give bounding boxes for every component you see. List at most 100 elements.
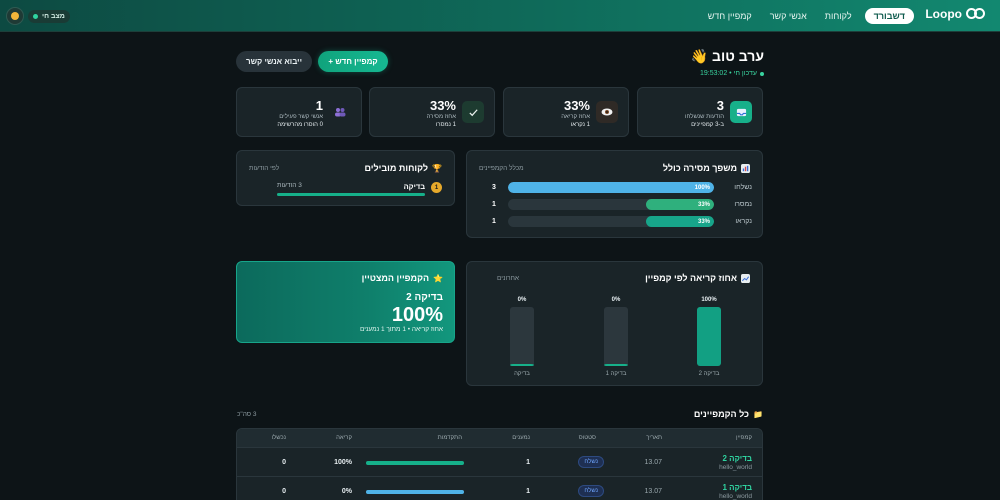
- stat-label: אחוז מסירה: [426, 114, 456, 120]
- campaigns-table: קמפיין תאריך סטטוס נמענים התקדמות קריאה …: [236, 428, 763, 500]
- client-count: 3 הודעות: [277, 182, 302, 189]
- stat-value: 33%: [429, 98, 456, 113]
- campaign-template: hello_world: [719, 493, 752, 500]
- funnel-label: נקראו: [735, 218, 752, 225]
- funnel-row: נמסרו 33% 1: [492, 199, 752, 211]
- table-row[interactable]: בדיקה 1 hello_world 13.07 נשלח 1 0% 0: [237, 477, 762, 500]
- loop-logo-icon: [966, 7, 986, 21]
- read-rate-subtitle: אחרונים: [497, 275, 520, 282]
- bar[interactable]: [697, 307, 721, 366]
- campaign-name-link[interactable]: בדיקה 1: [722, 483, 752, 492]
- nav-contacts[interactable]: אנשי קשר: [769, 11, 807, 21]
- trend-icon: [741, 273, 750, 283]
- live-update-text: עדכון חי • 19:53:02: [699, 70, 757, 77]
- funnel-fill: 100%: [508, 182, 714, 193]
- col-campaign: קמפיין: [736, 435, 752, 441]
- live-mode-label: מצב חי: [42, 13, 65, 20]
- featured-sub: אחוז קריאה • 1 מתוך 1 נמענים: [359, 326, 443, 333]
- campaign-template: hello_world: [719, 464, 752, 471]
- live-update: עדכון חי • 19:53:02: [691, 70, 764, 77]
- client-progress-track: [277, 193, 425, 196]
- brand-logo[interactable]: Loopo: [925, 7, 986, 21]
- campaign-recipients: 1: [526, 459, 530, 466]
- col-failed: נכשלו: [271, 435, 286, 441]
- bar[interactable]: [510, 364, 534, 366]
- featured-value: 100%: [391, 304, 443, 326]
- delivery-funnel-card: משפך מסירה כולל מכלל הקמפיינים נשלחו 100%…: [466, 150, 763, 238]
- funnel-count: 3: [492, 184, 496, 191]
- featured-campaign-card[interactable]: ⭐ הקמפיין המצטיין בדיקה 2 100% אחוז קריא…: [236, 261, 455, 343]
- status-badge: נשלח: [578, 456, 604, 468]
- nav-new-campaign[interactable]: קמפיין חדש: [707, 11, 752, 21]
- funnel-label: נשלחו: [734, 184, 752, 191]
- live-dot-icon: [760, 71, 764, 76]
- featured-title-wrap: ⭐ הקמפיין המצטיין: [362, 273, 443, 283]
- import-contacts-button[interactable]: ייבוא אנשי קשר: [236, 51, 312, 72]
- col-read: קריאה: [336, 435, 352, 441]
- rank-badge: 1: [431, 182, 442, 193]
- folder-icon: 📁: [753, 409, 763, 419]
- bar-value-label: 0%: [518, 297, 527, 303]
- col-recipients: נמענים: [512, 435, 530, 441]
- new-campaign-button[interactable]: + קמפיין חדש: [318, 51, 388, 72]
- funnel-title-wrap: משפך מסירה כולל: [663, 163, 750, 173]
- campaign-name-link[interactable]: בדיקה 2: [722, 454, 752, 463]
- funnel-label: נמסרו: [734, 201, 752, 208]
- funnel-count: 1: [492, 201, 496, 208]
- funnel-track: 33%: [508, 216, 714, 227]
- trophy-icon: 🏆: [432, 163, 442, 173]
- table-header: קמפיין תאריך סטטוס נמענים התקדמות קריאה …: [237, 429, 762, 448]
- avatar-dot-icon: [11, 12, 19, 20]
- stat-label: הודעות שנשלחו: [684, 114, 724, 120]
- stat-card-contacts: 1 אנשי קשר פעילים 0 הוסרו מהרשימה: [236, 87, 362, 137]
- read-rate-bar-chart: 100% בדיקה 2 0% בדיקה 1 0% בדיקה: [510, 297, 721, 377]
- bar-category-label: בדיקה 1: [606, 371, 627, 377]
- stat-sub: 1 נקראו: [570, 122, 590, 128]
- main-nav: דשבורד לקוחות אנשי קשר קמפיין חדש: [703, 8, 914, 24]
- avatar[interactable]: [6, 7, 24, 25]
- progress-fill: [366, 490, 464, 494]
- read-rate-chart-card: אחוז קריאה לפי קמפיין אחרונים 100% בדיקה …: [466, 261, 763, 386]
- funnel-track: 33%: [508, 199, 714, 210]
- stat-label: אחוז קריאה: [561, 114, 590, 120]
- top-clients-subtitle: לפי הודעות: [249, 165, 280, 172]
- progress-fill: [366, 461, 464, 465]
- table-row[interactable]: בדיקה 2 hello_world 13.07 נשלח 1 100% 0: [237, 448, 762, 477]
- stat-sub: 1 נמסרו: [435, 122, 456, 128]
- campaign-recipients: 1: [526, 488, 530, 495]
- bar-track: [510, 307, 534, 366]
- top-clients-card: 🏆 לקוחות מובילים לפי הודעות 1 בדיקה 3 הו…: [236, 150, 455, 206]
- read-rate-title: אחוז קריאה לפי קמפיין: [645, 273, 737, 283]
- campaigns-title-wrap: 📁 כל הקמפיינים: [694, 409, 763, 419]
- top-bar: Loopo דשבורד לקוחות אנשי קשר קמפיין חדש …: [0, 0, 1000, 32]
- live-mode-toggle[interactable]: מצב חי: [28, 10, 70, 23]
- nav-dashboard[interactable]: דשבורד: [864, 8, 914, 24]
- funnel-row: נשלחו 100% 3: [492, 182, 752, 194]
- live-dot-icon: [33, 14, 38, 19]
- campaigns-title: כל הקמפיינים: [693, 409, 750, 419]
- campaigns-count: 3 סה"כ: [237, 411, 257, 418]
- inbox-icon: [730, 101, 752, 123]
- funnel-count: 1: [492, 218, 496, 225]
- featured-title: הקמפיין המצטיין: [361, 273, 430, 283]
- bar[interactable]: [604, 364, 628, 366]
- client-item[interactable]: 1 בדיקה 3 הודעות: [249, 181, 442, 199]
- top-clients-title: לקוחות מובילים: [364, 163, 429, 173]
- campaign-read: 100%: [334, 459, 352, 466]
- funnel-fill: 33%: [646, 216, 714, 227]
- eye-icon: [596, 101, 618, 123]
- read-rate-title-wrap: אחוז קריאה לפי קמפיין: [645, 273, 750, 283]
- bar-track: [604, 307, 628, 366]
- stat-card-delivered: 33% אחוז מסירה 1 נמסרו: [369, 87, 495, 137]
- featured-name: בדיקה 2: [406, 292, 443, 303]
- campaign-failed: 0: [282, 459, 286, 466]
- check-icon: [462, 101, 484, 123]
- people-icon: [329, 101, 351, 123]
- star-icon: ⭐: [433, 273, 443, 283]
- page-title: ערב טוב 👋: [690, 48, 764, 64]
- campaign-date: 13.07: [644, 488, 662, 495]
- nav-clients[interactable]: לקוחות: [824, 11, 852, 21]
- stat-card-sent: 3 הודעות שנשלחו ב-3 קמפיינים: [637, 87, 763, 137]
- stat-label: אנשי קשר פעילים: [279, 114, 323, 120]
- funnel-subtitle: מכלל הקמפיינים: [479, 165, 524, 172]
